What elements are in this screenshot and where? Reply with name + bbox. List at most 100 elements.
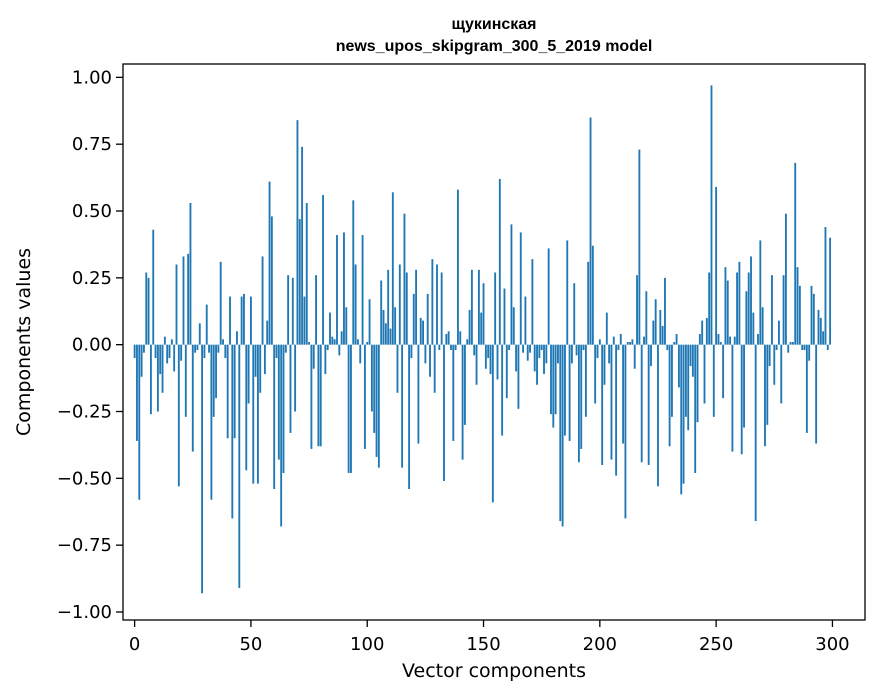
bar-component-61	[275, 344, 278, 359]
bar-component-116	[403, 213, 406, 345]
bar-component-74	[305, 203, 308, 345]
plot-frame	[122, 63, 866, 621]
bar-component-167	[522, 344, 524, 353]
bar-component-263	[745, 291, 748, 345]
bar-component-6	[147, 277, 150, 345]
bar-component-171	[531, 259, 534, 345]
bar-component-119	[410, 344, 413, 359]
y-tick-label: 0.25	[72, 268, 112, 289]
bars-group	[133, 85, 832, 594]
bar-component-44	[236, 331, 238, 345]
bar-component-137	[452, 344, 455, 441]
bar-component-260	[738, 261, 741, 345]
bar-component-108	[384, 323, 387, 345]
bar-component-64	[282, 344, 285, 473]
bar-component-112	[394, 307, 397, 345]
bar-component-202	[603, 344, 606, 385]
bar-component-173	[536, 344, 538, 385]
bar-component-191	[577, 344, 580, 463]
bar-component-125	[424, 344, 427, 364]
bar-component-32	[208, 344, 210, 353]
bar-component-124	[422, 320, 424, 345]
bar-component-133	[443, 344, 445, 481]
chart-title-line-1: щукинская	[451, 16, 536, 33]
bar-component-65	[284, 344, 287, 353]
bar-component-277	[778, 320, 780, 345]
bar-component-272	[766, 344, 769, 425]
bar-component-281	[787, 344, 790, 353]
bar-component-229	[666, 344, 669, 351]
bar-component-15	[168, 344, 171, 359]
bar-component-246	[705, 317, 708, 345]
bar-component-71	[298, 219, 301, 345]
bar-component-42	[231, 344, 234, 519]
y-tick-label: −0.50	[57, 468, 112, 489]
bar-component-184	[561, 344, 564, 527]
bar-component-216	[636, 275, 638, 345]
bar-component-76	[310, 344, 313, 449]
bar-component-7	[149, 344, 152, 415]
bar-component-284	[794, 162, 797, 345]
bar-component-11	[159, 344, 162, 375]
y-axis-ticks: 1.00 0.75 0.50 0.25 0.00 −0.25 −0.50 −0.75 −1.00	[57, 67, 123, 623]
bar-component-186	[566, 240, 569, 345]
bar-component-77	[312, 344, 315, 369]
bar-component-85	[331, 336, 334, 345]
bar-component-192	[580, 344, 583, 449]
bar-component-2	[138, 344, 141, 500]
y-tick-label: 0.75	[72, 134, 112, 155]
bar-component-104	[375, 344, 378, 457]
bar-component-291	[810, 285, 813, 345]
bar-component-249	[712, 344, 715, 417]
bar-component-40	[226, 344, 229, 439]
bar-component-271	[764, 344, 766, 447]
bar-component-86	[333, 339, 336, 345]
bar-component-238	[687, 344, 690, 431]
bar-component-17	[173, 344, 176, 372]
bar-component-149	[480, 312, 483, 345]
bar-component-254	[724, 267, 727, 345]
bar-component-35	[215, 344, 217, 399]
bar-component-200	[598, 339, 601, 345]
x-tick-label: 50	[239, 634, 262, 655]
bar-component-179	[550, 344, 552, 415]
bar-component-67	[289, 344, 292, 433]
bar-component-144	[468, 309, 471, 345]
bar-component-292	[812, 293, 815, 345]
bar-component-155	[494, 272, 497, 345]
bar-component-195	[587, 261, 590, 345]
bar-component-142	[463, 344, 466, 425]
bar-component-194	[584, 344, 587, 417]
bar-component-285	[796, 267, 799, 345]
bar-component-122	[417, 344, 420, 444]
bar-component-185	[564, 344, 566, 436]
bar-component-20	[180, 344, 183, 361]
bar-component-23	[187, 253, 190, 345]
bar-component-174	[538, 344, 541, 359]
bar-component-196	[589, 117, 592, 345]
bar-component-165	[517, 344, 520, 409]
bar-component-231	[671, 344, 673, 417]
bar-component-259	[736, 272, 738, 345]
bar-component-201	[601, 344, 604, 465]
bar-component-299	[829, 237, 832, 345]
bar-component-3	[140, 344, 143, 377]
bar-component-296	[822, 331, 825, 345]
bar-component-158	[501, 344, 504, 436]
bar-component-79	[317, 344, 320, 447]
bar-component-193	[582, 344, 585, 351]
bar-component-25	[191, 344, 194, 452]
bar-component-156	[496, 344, 499, 380]
bar-component-180	[552, 344, 555, 428]
bar-component-207	[615, 344, 618, 476]
bar-component-141	[461, 344, 464, 460]
bar-component-96	[357, 339, 359, 345]
bar-component-62	[277, 344, 280, 460]
bar-component-54	[259, 344, 262, 393]
bar-component-293	[815, 344, 818, 444]
bar-component-150	[482, 283, 485, 345]
bar-component-43	[233, 344, 236, 439]
bar-component-187	[568, 344, 571, 441]
bar-component-205	[610, 344, 613, 460]
bar-component-223	[652, 320, 655, 345]
